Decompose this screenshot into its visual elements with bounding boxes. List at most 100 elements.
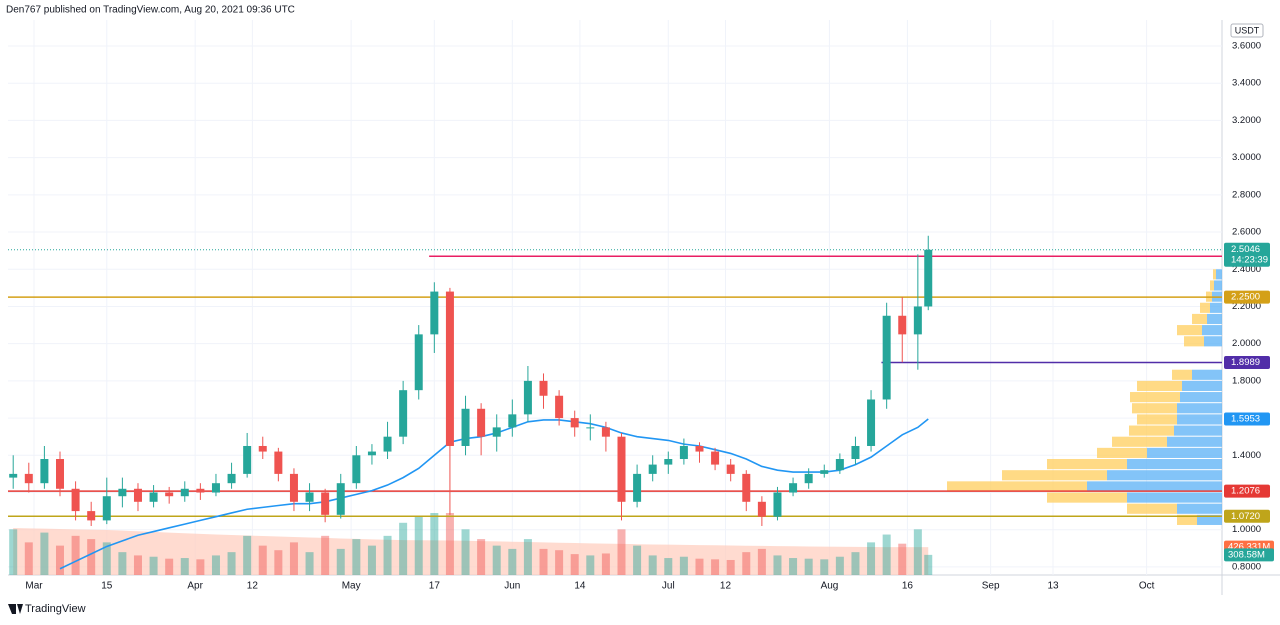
candle-body (102, 496, 111, 521)
profile-up (1177, 403, 1222, 414)
profile-down (1137, 414, 1177, 425)
candle-body (742, 473, 751, 502)
level-tag (1224, 484, 1270, 498)
profile-down (1127, 503, 1177, 514)
level-label: 1.8989 (1231, 357, 1260, 368)
profile-up (1107, 470, 1222, 481)
x-tick-label: May (342, 581, 361, 592)
last-price-label: 2.5046 (1231, 244, 1260, 255)
candle-body (555, 395, 564, 419)
x-tick-label: Aug (821, 581, 839, 592)
candle-body (711, 451, 720, 465)
candle-body (55, 459, 64, 489)
profile-down (1210, 280, 1214, 291)
candle-body (149, 492, 158, 502)
volume-tag (1224, 548, 1274, 562)
volume-bar (477, 539, 486, 575)
candle-body (539, 380, 548, 396)
candle-body (305, 492, 314, 502)
profile-down (1177, 325, 1202, 336)
level-tag (1224, 509, 1270, 523)
profile-up (1202, 325, 1222, 336)
volume-bar (399, 522, 408, 575)
profile-down (1213, 269, 1216, 280)
profile-up (1167, 436, 1222, 447)
ma-tag (1224, 412, 1270, 426)
volume-bar (180, 558, 189, 575)
volume-bar (367, 545, 376, 575)
x-tick-label: 13 (1047, 581, 1059, 592)
volume-bar (789, 558, 798, 575)
candle-body (664, 459, 673, 465)
volume-bar (9, 529, 18, 575)
volume-bar (570, 554, 579, 575)
x-tick-label: 15 (101, 581, 113, 592)
x-tick-label: Mar (25, 581, 43, 592)
candle-body (695, 445, 704, 452)
profile-up (1182, 380, 1222, 392)
volume-bar (508, 548, 517, 575)
volume-bar (882, 534, 891, 575)
candle-body (118, 488, 127, 497)
candle-body (882, 315, 891, 400)
volume-bar (773, 555, 782, 575)
profile-up (1207, 313, 1222, 325)
last-price-tag (1224, 242, 1270, 267)
candle-body (414, 334, 423, 391)
profile-up (1177, 414, 1222, 425)
ma-label: 1.5953 (1231, 413, 1260, 424)
x-tick-label: 14 (574, 581, 586, 592)
profile-down (1112, 436, 1167, 447)
volume-bar (539, 548, 548, 575)
volume-bar (913, 529, 922, 575)
header: Den767 published on TradingView.com, Aug… (6, 5, 295, 16)
x-tick-label: 16 (902, 581, 914, 592)
volume-bar (633, 545, 642, 575)
candle-body (570, 418, 579, 428)
currency-box (1230, 23, 1264, 38)
candle-body (321, 492, 330, 515)
candle-body (773, 492, 782, 517)
profile-up (1174, 425, 1222, 436)
candle-body (601, 427, 610, 437)
candle-body (289, 473, 298, 502)
volume-bar (835, 556, 844, 575)
profile-up (1127, 492, 1222, 503)
volume-bar (461, 529, 470, 575)
level-tag (1224, 290, 1270, 304)
y-tick-label: 1.4000 (1232, 450, 1261, 461)
volume-bar (445, 513, 454, 575)
y-tick-label: 2.8000 (1232, 189, 1261, 200)
volume-bar (679, 556, 688, 575)
candle-body (336, 483, 345, 515)
profile-up (1087, 481, 1222, 492)
candle-body (165, 492, 174, 497)
candle-body (851, 445, 860, 460)
x-tick-label: Sep (982, 581, 1000, 592)
profile-up (1177, 503, 1222, 514)
volume-bar (867, 542, 876, 575)
candle-body (24, 473, 33, 484)
volume-bar (71, 535, 80, 575)
profile-down (1200, 302, 1210, 313)
x-tick-label: Apr (187, 581, 203, 592)
volume-bar (617, 529, 626, 575)
profile-up (1147, 447, 1222, 459)
candle-body (477, 408, 486, 437)
candle-body (274, 451, 283, 474)
y-tick-label: 2.0000 (1232, 338, 1261, 349)
candle-body (243, 445, 252, 474)
profile-down (1130, 392, 1180, 403)
volume-ma-area (13, 528, 929, 575)
volume-bar (898, 543, 907, 575)
profile-down (1137, 380, 1182, 392)
volume-bar (695, 558, 704, 575)
volume-bar (336, 548, 345, 575)
candle-body (726, 464, 735, 474)
volume-bar (414, 516, 423, 575)
volume-bar (726, 559, 735, 575)
volume-bar (40, 532, 49, 575)
volume-bar (492, 545, 501, 575)
